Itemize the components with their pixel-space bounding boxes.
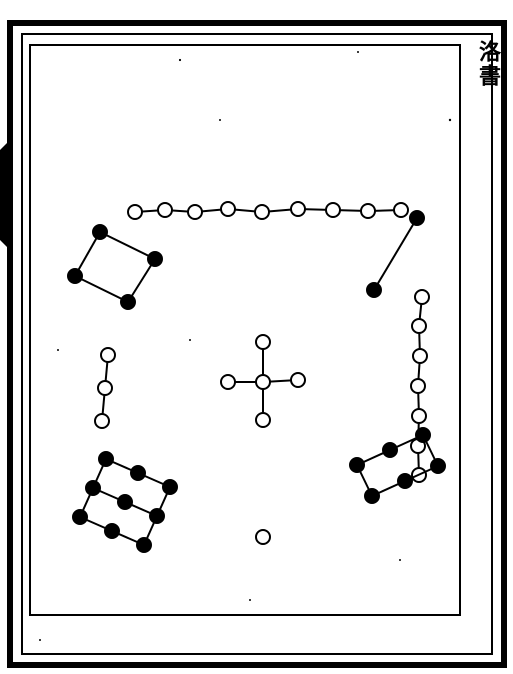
node — [158, 203, 172, 217]
node — [256, 335, 270, 349]
frame-panel — [30, 45, 460, 615]
node — [256, 413, 270, 427]
node — [95, 414, 109, 428]
node — [350, 458, 364, 472]
node — [255, 205, 269, 219]
diagram-svg — [0, 0, 513, 674]
title-label: 洛書 — [472, 40, 504, 88]
node — [128, 205, 142, 219]
edge — [100, 232, 155, 259]
node — [163, 480, 177, 494]
node — [118, 495, 132, 509]
node — [415, 290, 429, 304]
page-root: 洛書 — [0, 0, 513, 674]
node — [221, 202, 235, 216]
node — [412, 319, 426, 333]
node — [256, 375, 270, 389]
node — [411, 379, 425, 393]
node — [291, 202, 305, 216]
binding-tab — [0, 140, 10, 250]
group-seven-right — [411, 290, 429, 482]
node — [86, 481, 100, 495]
edge — [374, 218, 417, 290]
speck — [179, 59, 181, 61]
node — [101, 348, 115, 362]
group-one-bottom — [256, 530, 270, 544]
node — [394, 203, 408, 217]
node — [326, 203, 340, 217]
speck — [189, 339, 191, 341]
node — [68, 269, 82, 283]
node — [131, 466, 145, 480]
edge — [75, 276, 128, 302]
speck — [219, 119, 221, 121]
node — [398, 474, 412, 488]
node — [367, 283, 381, 297]
group-two-upper-right — [367, 211, 424, 297]
node — [416, 428, 430, 442]
node — [410, 211, 424, 225]
speck — [249, 599, 251, 601]
node — [148, 252, 162, 266]
speck — [57, 349, 59, 351]
node — [361, 204, 375, 218]
group-nine-top — [128, 202, 408, 219]
node — [412, 409, 426, 423]
node — [383, 443, 397, 457]
speck — [399, 559, 401, 561]
group-five-center — [221, 335, 305, 427]
node — [137, 538, 151, 552]
node — [413, 349, 427, 363]
group-eight-lower-left — [73, 452, 177, 552]
node — [365, 489, 379, 503]
node — [105, 524, 119, 538]
node — [256, 530, 270, 544]
node — [121, 295, 135, 309]
node — [188, 205, 202, 219]
node — [73, 510, 87, 524]
group-four-upper-left — [68, 225, 162, 309]
node — [431, 459, 445, 473]
speck — [39, 639, 41, 641]
group-three-left — [95, 348, 115, 428]
node — [221, 375, 235, 389]
group-six-lower-right — [350, 428, 445, 503]
node — [99, 452, 113, 466]
node — [93, 225, 107, 239]
node — [150, 509, 164, 523]
node — [291, 373, 305, 387]
speck — [449, 119, 451, 121]
node — [98, 381, 112, 395]
speck — [357, 51, 359, 53]
